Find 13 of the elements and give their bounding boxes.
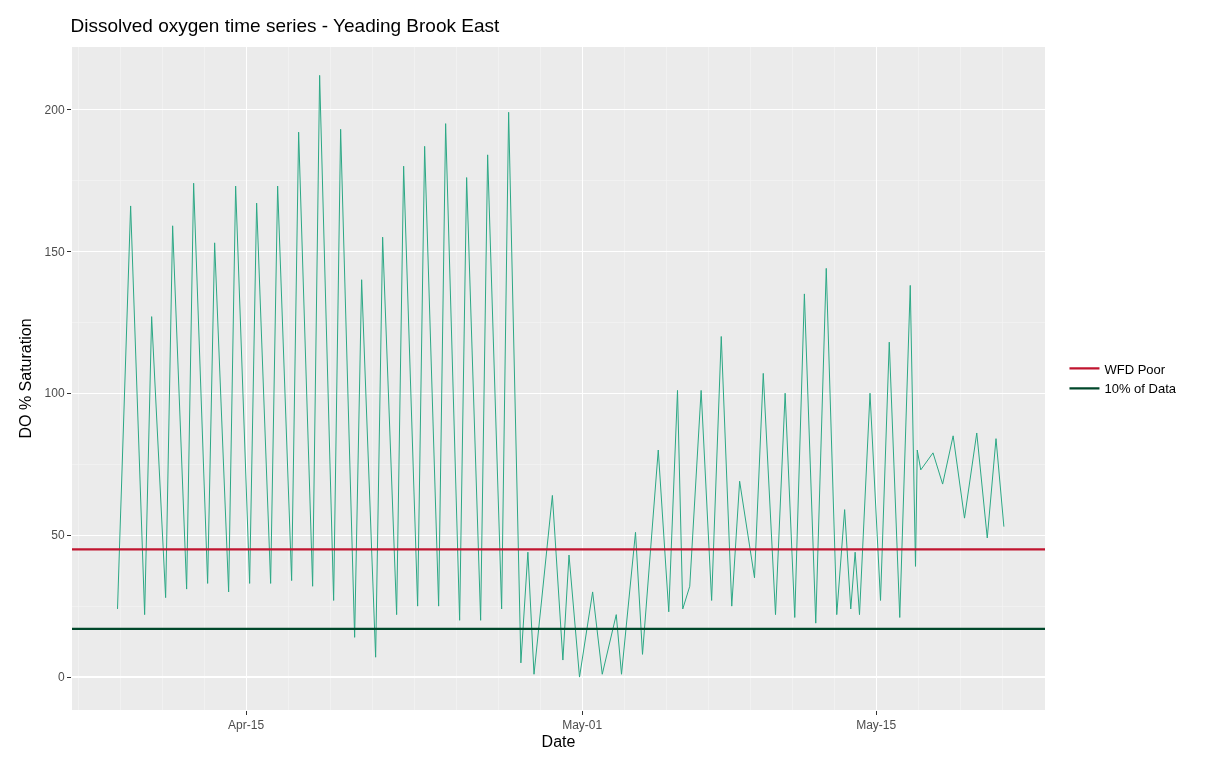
legend-label: WFD Poor — [1104, 361, 1166, 377]
x-tick-label: Apr-15 — [228, 718, 265, 733]
x-tick-label: May-15 — [856, 718, 897, 733]
x-tick-label: May-01 — [562, 718, 603, 733]
x-axis-title: Date — [541, 733, 576, 751]
chart-title: Dissolved oxygen time series - Yeading Brook East — [70, 15, 501, 37]
y-tick-label: 0 — [57, 670, 65, 685]
y-axis-title: DO % Saturation — [17, 318, 35, 439]
y-tick-label: 50 — [51, 528, 65, 543]
y-tick-label: 100 — [44, 386, 65, 401]
y-tick-label: 200 — [44, 102, 65, 117]
y-tick-label: 150 — [44, 244, 65, 259]
legend-label: 10% of Data — [1104, 381, 1177, 397]
